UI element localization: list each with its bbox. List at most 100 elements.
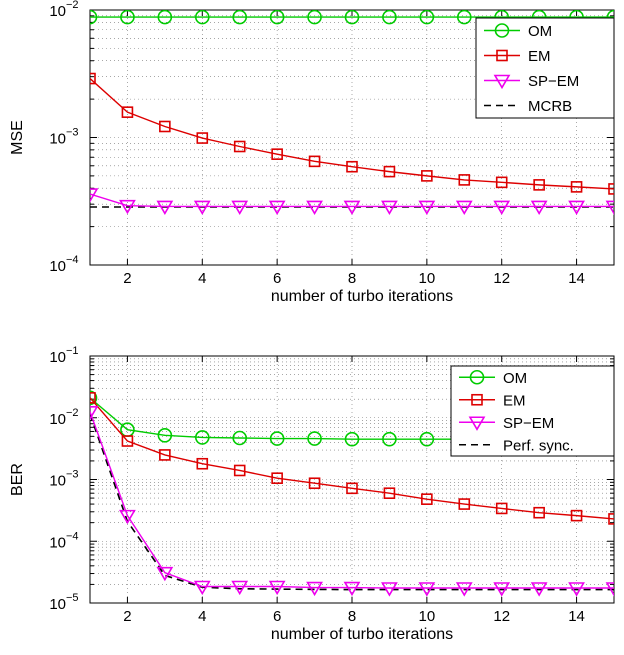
data-point <box>533 506 545 519</box>
data-point <box>196 457 209 470</box>
legend-label: EM <box>503 392 526 409</box>
data-point <box>269 10 285 25</box>
series-line <box>90 193 614 208</box>
y-tick-label-exponent: −1 <box>66 345 79 357</box>
data-point <box>533 179 545 191</box>
data-point <box>458 174 471 186</box>
data-point <box>455 200 473 216</box>
x-tick-label: 4 <box>198 608 206 625</box>
y-tick-label: 10 <box>49 131 66 148</box>
legend-box <box>475 17 615 119</box>
series-sp-em <box>90 188 614 216</box>
series-sp-em <box>90 405 614 597</box>
data-point <box>383 487 396 499</box>
series-om <box>90 10 614 25</box>
series-line <box>90 397 614 520</box>
data-point <box>381 582 398 597</box>
y-tick-label: 10 <box>49 596 66 613</box>
data-point <box>606 10 614 25</box>
y-tick-label: 10 <box>49 349 66 366</box>
y-tick-label: 10 <box>49 473 66 490</box>
data-point <box>418 582 436 597</box>
legend-label: EM <box>528 48 551 65</box>
data-point <box>421 170 433 182</box>
data-point <box>343 581 361 597</box>
x-tick-label: 14 <box>568 608 585 625</box>
x-axis-label: number of turbo iterations <box>271 626 453 643</box>
data-point <box>119 509 136 525</box>
data-point <box>493 582 511 597</box>
x-tick-label: 4 <box>198 270 206 287</box>
y-tick-label: 10 <box>49 534 66 551</box>
series-em <box>90 72 614 195</box>
data-point <box>196 132 209 144</box>
data-point <box>344 431 360 447</box>
data-point <box>90 390 98 406</box>
data-point <box>159 449 171 461</box>
data-point <box>159 120 171 133</box>
legend-label: Perf. sync. <box>503 437 574 454</box>
data-point <box>346 482 358 495</box>
data-point <box>268 580 286 596</box>
y-tick-label-exponent: −5 <box>66 592 79 604</box>
data-point <box>344 10 360 25</box>
legend-label: SP−EM <box>528 73 579 90</box>
x-tick-label: 6 <box>273 608 281 625</box>
y-axis-label: MSE <box>9 120 26 155</box>
data-point <box>90 72 96 85</box>
data-point <box>419 10 435 25</box>
data-point <box>90 10 98 25</box>
data-point <box>157 427 173 443</box>
data-point <box>456 10 472 25</box>
data-point <box>495 502 508 515</box>
data-point <box>530 582 548 597</box>
data-point <box>343 200 361 216</box>
y-tick-label-exponent: −4 <box>66 254 79 266</box>
legend-marker <box>493 74 511 90</box>
data-point <box>455 582 473 597</box>
x-tick-label: 8 <box>348 270 356 287</box>
data-point <box>193 580 211 596</box>
y-tick-label-exponent: −3 <box>66 127 79 139</box>
data-point <box>605 582 614 597</box>
data-point <box>495 176 508 189</box>
y-tick-label-exponent: −3 <box>66 469 79 481</box>
x-tick-label: 10 <box>419 608 436 625</box>
y-tick-label: 10 <box>49 258 66 275</box>
data-point <box>421 493 433 505</box>
data-point <box>306 200 323 216</box>
legend-marker <box>494 23 510 38</box>
series-line <box>90 411 614 589</box>
data-point <box>530 200 548 216</box>
data-point <box>568 582 585 597</box>
data-point <box>271 472 283 484</box>
x-tick-label: 2 <box>123 270 131 287</box>
series-em <box>90 392 614 525</box>
legend-marker <box>469 369 485 385</box>
data-point <box>233 140 246 153</box>
data-point <box>269 431 285 446</box>
data-point <box>268 200 286 216</box>
data-point <box>419 431 435 447</box>
data-point <box>382 431 397 447</box>
x-tick-label: 8 <box>348 608 356 625</box>
legend: OM EM SP−EM MCRB <box>475 17 615 119</box>
data-point <box>308 477 321 490</box>
y-tick-label-exponent: −4 <box>66 530 79 542</box>
legend-label: OM <box>528 23 552 40</box>
data-point <box>231 200 249 216</box>
x-axis-label: number of turbo iterations <box>271 288 453 305</box>
data-point <box>193 200 211 216</box>
data-point <box>271 148 283 160</box>
data-point <box>608 183 614 195</box>
data-point <box>568 200 585 216</box>
data-point <box>383 165 396 178</box>
legend-label: SP−EM <box>503 415 554 432</box>
x-tick-label: 6 <box>273 270 281 287</box>
legend-marker <box>471 393 483 406</box>
series-line <box>90 413 614 591</box>
data-point <box>90 392 96 404</box>
legend-marker <box>496 49 508 62</box>
data-point <box>121 106 134 118</box>
